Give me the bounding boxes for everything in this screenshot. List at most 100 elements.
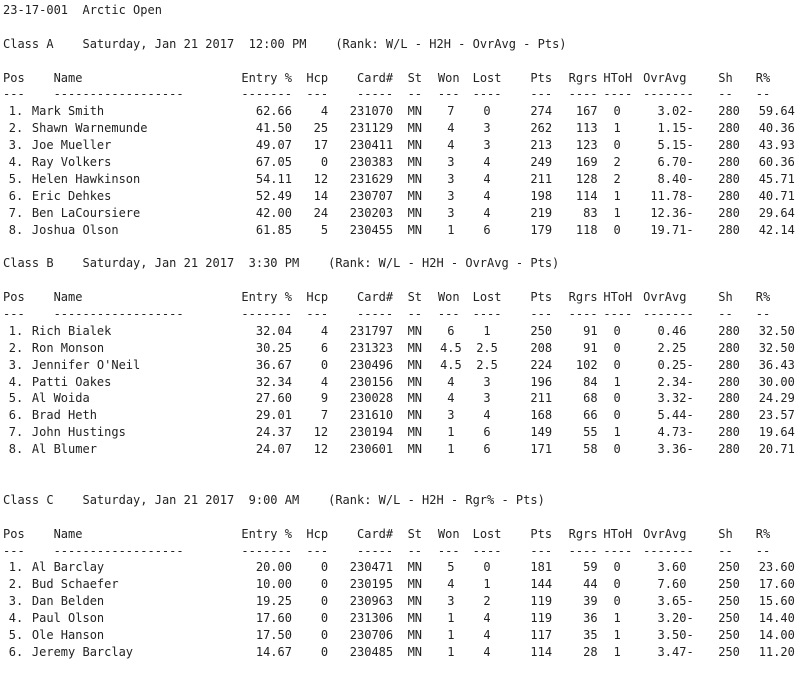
column-header-htoh: HToH: [603, 526, 633, 541]
column-header-card: Card#: [357, 70, 394, 85]
cell-sh: 280: [718, 408, 740, 423]
cell-lost: 3: [483, 121, 491, 136]
cell-ovravg: 3.02-: [657, 104, 694, 119]
cell-pts: 119: [530, 611, 553, 626]
cell-st: MN: [407, 138, 423, 153]
column-header-htoh: HToH: [603, 70, 633, 85]
cell-rpct: 19.64: [758, 425, 795, 440]
table-row: 2. Shawn Warnemunde 41.50 25 231129 MN 4 3 262 11…: [3, 120, 798, 137]
cell-hcp: 5: [320, 222, 329, 237]
column-dash-ovravg: -------: [643, 543, 694, 558]
cell-htoh: 1: [613, 611, 621, 626]
column-dash-rgrs: ----: [568, 307, 598, 322]
cell-htoh: 1: [613, 425, 621, 440]
cell-won: 1: [447, 442, 455, 457]
cell-lost: 4: [483, 188, 491, 203]
column-header-entry: Entry %: [241, 70, 292, 85]
class-name: Class C: [3, 492, 54, 507]
cell-card: 230156: [349, 374, 394, 389]
cell-name: Jennifer O'Neil: [31, 357, 141, 372]
cell-lost: 1: [483, 323, 491, 338]
cell-pts: 262: [530, 121, 553, 136]
cell-sh: 250: [718, 594, 740, 609]
cell-hcp: 0: [320, 577, 329, 592]
column-dash-name: ------------------: [53, 87, 184, 102]
cell-lost: 4: [483, 205, 491, 220]
column-dash-pts: ---: [530, 543, 553, 558]
cell-name: Patti Oakes: [31, 374, 112, 389]
cell-lost: 6: [483, 222, 491, 237]
cell-pos: 6.: [8, 408, 24, 423]
column-dash-entry: -------: [241, 543, 292, 558]
cell-entry: 62.66: [255, 104, 292, 119]
cell-rgrs: 102: [575, 357, 598, 372]
column-header-pts: Pts: [530, 70, 553, 85]
cell-hcp: 6: [320, 340, 329, 355]
cell-sh: 250: [718, 627, 740, 642]
cell-ovravg: 3.20-: [657, 611, 694, 626]
table-row: 3. Jennifer O'Neil 36.67 0 230496 MN 4.5 2.5 224…: [3, 357, 798, 374]
cell-ovravg: 3.47-: [657, 644, 694, 659]
cell-pts: 211: [530, 171, 553, 186]
column-header-rgrs: Rgrs: [568, 290, 598, 305]
table-row: 8. Al Blumer 24.07 12 230601 MN 1 6 171 58 0 3.36- 2…: [3, 441, 798, 458]
cell-rpct: 32.50: [758, 323, 795, 338]
cell-card: 230707: [349, 188, 394, 203]
cell-htoh: 0: [613, 138, 621, 153]
cell-lost: 2.5: [476, 357, 498, 372]
class-time: 12:00 PM: [248, 36, 307, 51]
cell-entry: 49.07: [255, 138, 292, 153]
cell-rpct: 60.36: [758, 155, 795, 170]
column-header-st: St: [407, 70, 423, 85]
column-dash-lost: ----: [472, 87, 502, 102]
blank-line: [3, 53, 798, 70]
cell-sh: 280: [718, 391, 740, 406]
column-header-hcp: Hcp: [306, 70, 329, 85]
cell-lost: 3: [483, 138, 491, 153]
cell-rgrs: 83: [583, 205, 598, 220]
column-header-card: Card#: [357, 526, 394, 541]
cell-entry: 19.25: [255, 594, 292, 609]
column-dash-pos: ---: [3, 87, 25, 102]
cell-hcp: 12: [313, 171, 329, 186]
cell-rpct: 29.64: [758, 205, 795, 220]
cell-won: 3: [447, 155, 455, 170]
cell-sh: 280: [718, 121, 740, 136]
cell-lost: 2.5: [476, 340, 498, 355]
class-date: Saturday, Jan 21 2017: [82, 256, 235, 271]
cell-st: MN: [407, 222, 423, 237]
cell-ovravg: 0.46: [657, 323, 687, 338]
column-dash-won: ---: [437, 543, 460, 558]
cell-pts: 219: [530, 205, 553, 220]
cell-rgrs: 91: [583, 323, 598, 338]
class-date: Saturday, Jan 21 2017: [82, 36, 235, 51]
cell-card: 230383: [349, 155, 394, 170]
column-dash-sh: --: [718, 307, 733, 322]
column-header-lost: Lost: [472, 290, 502, 305]
table-row: 2. Ron Monson 30.25 6 231323 MN 4.5 2.5 208 91 0 2.…: [3, 340, 798, 357]
cell-rgrs: 28: [583, 644, 598, 659]
cell-ovravg: 3.65-: [657, 594, 694, 609]
cell-st: MN: [407, 374, 423, 389]
column-header-sh: Sh: [718, 526, 733, 541]
cell-rpct: 30.00: [758, 374, 795, 389]
cell-st: MN: [407, 104, 423, 119]
cell-name: Al Barclay: [31, 560, 105, 575]
cell-entry: 32.34: [255, 374, 292, 389]
column-dash-ovravg: -------: [643, 307, 694, 322]
column-header-won: Won: [437, 290, 460, 305]
cell-hcp: 7: [320, 408, 329, 423]
cell-won: 5: [447, 560, 455, 575]
cell-rpct: 11.20: [758, 644, 795, 659]
cell-won: 4: [447, 374, 455, 389]
cell-sh: 250: [718, 577, 740, 592]
column-header-name: Name: [53, 70, 83, 85]
cell-lost: 3: [483, 391, 491, 406]
cell-sh: 280: [718, 104, 740, 119]
cell-rpct: 40.71: [758, 188, 795, 203]
cell-hcp: 0: [320, 611, 329, 626]
cell-st: MN: [407, 323, 423, 338]
cell-won: 6: [447, 323, 455, 338]
column-header-ovravg: OvrAvg: [643, 526, 687, 541]
cell-pts: 274: [530, 104, 553, 119]
